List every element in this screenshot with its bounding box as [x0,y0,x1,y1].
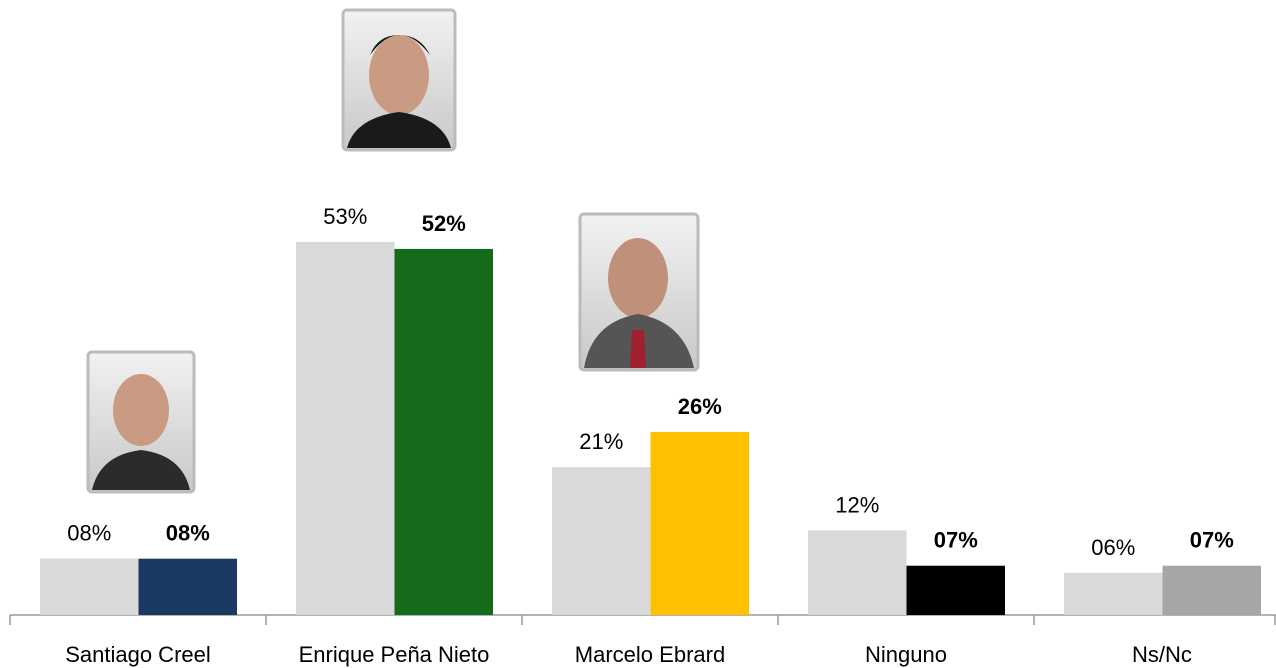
value-label: 53% [323,204,367,229]
bar [139,559,238,615]
chart: 08% 53% 21% 12% 06% 08% 52% 26% 07% 07% Santiago C… [0,0,1276,668]
value-label: 06% [1091,535,1135,560]
bar [395,249,494,615]
bar [552,467,651,615]
x-tick-label: Enrique Peña Nieto [299,642,490,667]
bar [808,531,907,615]
x-tick-label: Ns/Nc [1132,642,1192,667]
bar [907,566,1006,615]
value-label: 12% [835,493,879,518]
value-label: 26% [678,394,722,419]
photo [580,214,698,370]
bar [296,242,395,615]
bar [1163,566,1262,615]
x-tick-label: Santiago Creel [65,642,211,667]
x-tick-label: Marcelo Ebrard [575,642,725,667]
value-label: 21% [579,429,623,454]
value-label: 08% [166,521,210,546]
value-label: 07% [1190,528,1234,553]
bar [40,559,139,615]
bar [1064,573,1163,615]
bar [651,432,750,615]
value-label: 52% [422,211,466,236]
photo [343,10,455,150]
value-label: 07% [934,528,978,553]
photo [88,352,194,492]
x-tick-label: Ninguno [865,642,947,667]
value-label: 08% [67,521,111,546]
